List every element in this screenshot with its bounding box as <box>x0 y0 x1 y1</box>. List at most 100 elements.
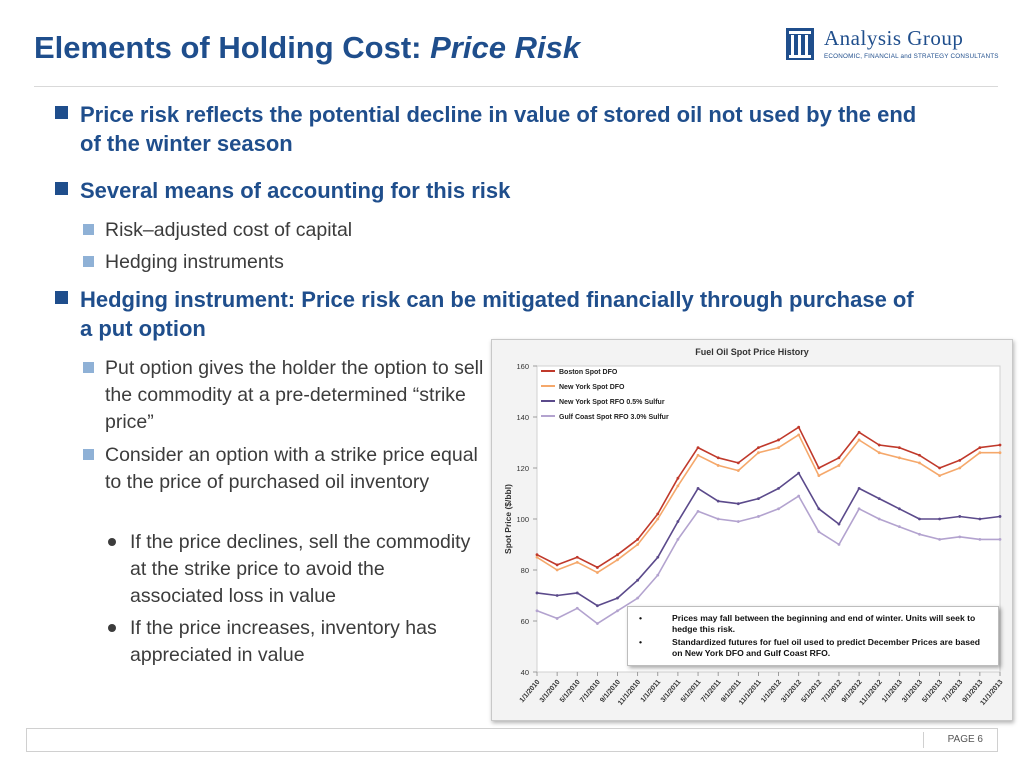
series-1-point <box>817 466 821 470</box>
series-2-point <box>938 474 942 478</box>
round-bullet-icon <box>108 538 116 546</box>
legend-label: Boston Spot DFO <box>559 369 618 376</box>
annotation-bullet-icon: • <box>639 637 643 647</box>
series-1-point <box>736 461 740 465</box>
y-tick-label: 80 <box>521 566 529 575</box>
subsub-bullet-text: If the price increases, inventory has ap… <box>130 617 437 666</box>
series-2-point <box>716 464 720 467</box>
series-2-point <box>918 461 921 465</box>
bullet-text: Several means of accounting for this ris… <box>80 178 511 203</box>
series-3-point <box>877 497 881 500</box>
series-3-point <box>636 578 640 582</box>
series-1-point <box>938 466 942 470</box>
series-3-point <box>998 515 1002 518</box>
series-4-point <box>897 525 901 529</box>
series-4-point <box>837 543 841 546</box>
series-4-point <box>575 606 579 610</box>
series-4-point <box>716 517 720 521</box>
series-1-point <box>535 553 539 557</box>
series-3-point <box>656 555 660 559</box>
series-1-point <box>837 456 841 460</box>
series-3-point <box>575 591 579 595</box>
series-4-point <box>777 507 780 511</box>
series-4-point <box>877 517 881 521</box>
subsub-bullet-price-declines: If the price declines, sell the commodit… <box>108 529 480 610</box>
sub-bullet-square-icon <box>83 256 94 267</box>
bullet-text: Price risk reflects the potential declin… <box>80 102 917 156</box>
annotation-2: • Standardized futures for fuel oil used … <box>639 637 990 659</box>
series-4-point <box>656 573 660 577</box>
series-line-2 <box>536 434 1000 574</box>
sub-bullet-square-icon <box>83 224 94 235</box>
header-divider <box>34 86 998 87</box>
sub-bullet-square-icon <box>83 449 94 460</box>
series-2-point <box>535 555 539 559</box>
series-1-point <box>757 446 760 449</box>
series-2-point <box>555 568 559 572</box>
series-4-point <box>817 530 821 534</box>
series-4-point <box>757 515 760 518</box>
bullet-means-of-accounting: Several means of accounting for this ris… <box>55 176 930 205</box>
series-line-3 <box>536 472 1001 607</box>
y-tick-label: 160 <box>516 362 529 371</box>
y-axis-label: Spot Price ($/bbl) <box>503 484 513 554</box>
series-4-point <box>676 538 680 541</box>
series-4-point <box>555 617 559 620</box>
series-2-point <box>616 558 619 562</box>
chart-annotation-box: • Prices may fall between the beginning a… <box>627 606 999 666</box>
sub-bullet-put-option: Put option gives the holder the option t… <box>83 355 485 436</box>
bullet-price-risk: Price risk reflects the potential declin… <box>55 100 930 158</box>
annotation-bullet-icon: • <box>639 613 643 623</box>
series-1-point <box>616 553 619 557</box>
chart-title: Fuel Oil Spot Price History <box>695 347 809 357</box>
series-3-point <box>918 517 921 521</box>
series-3-point <box>736 502 740 506</box>
series-1-point <box>777 438 780 442</box>
legend-label: Gulf Coast Spot RFO 3.0% Sulfur <box>559 414 669 421</box>
title-emphasis: Price Risk <box>430 30 581 65</box>
subsub-bullet-text: If the price declines, sell the commodit… <box>130 531 471 607</box>
series-2-point <box>877 451 881 455</box>
series-4-point <box>636 596 640 600</box>
series-3-point <box>757 497 760 500</box>
series-4-point <box>797 494 801 498</box>
series-line-4 <box>536 495 1000 625</box>
logo-tagline: ECONOMIC, FINANCIAL and STRATEGY CONSULT… <box>824 53 999 60</box>
series-3-point <box>616 596 619 600</box>
series-2-point <box>696 453 700 457</box>
series-4-point <box>938 538 942 541</box>
annotation-text: Prices may fall between the beginning an… <box>672 613 976 634</box>
bullet-square-icon <box>55 106 68 119</box>
series-1-point <box>797 425 801 429</box>
series-4-point <box>958 535 962 539</box>
legend-label: New York Spot DFO <box>559 384 625 391</box>
series-2-point <box>736 469 740 472</box>
series-1-point <box>656 512 660 516</box>
sub-bullet-hedging-instruments: Hedging instruments <box>83 249 605 276</box>
pillar-logo-icon <box>786 28 814 60</box>
series-3-point <box>535 591 539 595</box>
series-2-point <box>656 517 660 521</box>
series-3-point <box>958 515 962 518</box>
series-3-point <box>696 487 700 490</box>
series-line-1 <box>536 426 1001 569</box>
series-4-point <box>978 538 982 541</box>
bullet-text: Hedging instrument: Price risk can be mi… <box>80 287 914 341</box>
series-1-point <box>636 538 640 541</box>
logo-name: Analysis Group <box>824 26 964 50</box>
series-2-point <box>817 474 821 478</box>
series-3-point <box>837 522 841 526</box>
subsub-bullet-price-increases: If the price increases, inventory has ap… <box>108 615 480 669</box>
series-1-point <box>958 458 962 462</box>
y-tick-label: 60 <box>521 617 529 626</box>
series-1-point <box>857 430 861 434</box>
series-3-point <box>595 604 599 608</box>
series-3-point <box>817 507 821 511</box>
bullet-square-icon <box>55 291 68 304</box>
series-1-point <box>897 446 901 449</box>
footer-bar: PAGE 6 <box>26 728 998 752</box>
sub-bullet-text: Put option gives the holder the option t… <box>105 357 484 433</box>
series-1-point <box>877 443 881 447</box>
series-1-point <box>978 446 982 449</box>
series-1-point <box>676 476 680 480</box>
